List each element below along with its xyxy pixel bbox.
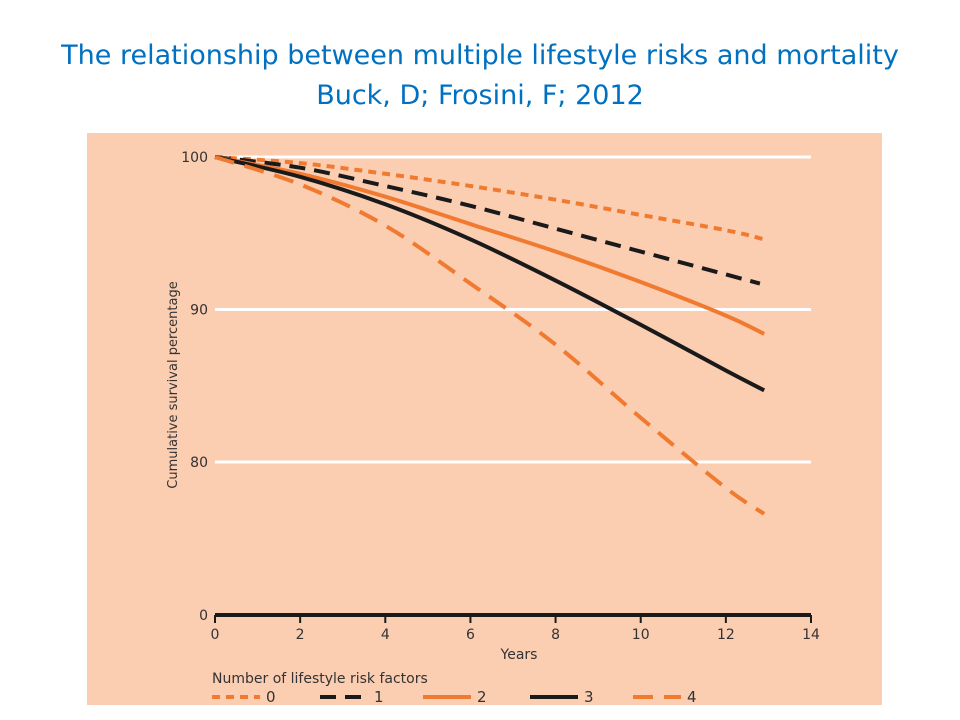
y-tick-label: 80 (190, 455, 208, 471)
x-tick-label: 12 (717, 627, 735, 643)
legend-label-1: 1 (374, 688, 384, 706)
y-tick-label: 100 (181, 150, 208, 166)
y-tick-label: 90 (190, 303, 208, 319)
legend: 0 1 2 3 4 (212, 688, 697, 706)
x-tick-label: 6 (466, 627, 475, 643)
legend-label-2: 2 (477, 688, 487, 706)
y-tick-label: 0 (199, 608, 208, 624)
series-line-0 (214, 155, 765, 242)
x-axis-label: Years (500, 647, 538, 663)
slide-subtitle: Buck, D; Frosini, F; 2012 (316, 80, 644, 111)
y-axis-label: Cumulative survival percentage (166, 281, 181, 488)
series-line-3 (214, 155, 766, 393)
x-tick-label: 0 (211, 627, 220, 643)
legend-label-0: 0 (266, 688, 276, 706)
series-layer (214, 155, 766, 516)
legend-label-4: 4 (687, 688, 697, 706)
series-line-2 (214, 155, 766, 336)
x-axis: 0 2 4 6 8 10 12 14 (211, 613, 820, 643)
slide-title-block: The relationship between multiple lifest… (0, 36, 960, 116)
x-tick-label: 10 (632, 627, 650, 643)
series-line-4 (214, 155, 766, 516)
x-tick-label: 8 (551, 627, 560, 643)
x-tick-label: 4 (381, 627, 390, 643)
legend-title: Number of lifestyle risk factors (212, 671, 428, 687)
legend-label-3: 3 (584, 688, 594, 706)
series-line-1 (214, 155, 761, 286)
slide-title: The relationship between multiple lifest… (61, 40, 899, 71)
x-tick-label: 14 (802, 627, 820, 643)
x-tick-label: 2 (296, 627, 305, 643)
